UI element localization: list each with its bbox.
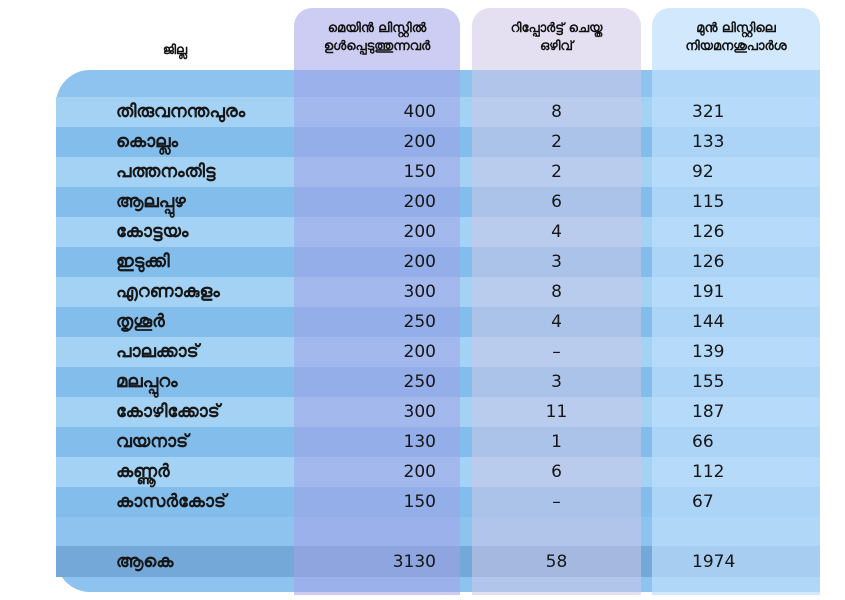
district-cell: കോഴിക്കോട് [116,401,220,422]
district-cell: കൊല്ലം [116,131,179,152]
main-list-cell: 250 [403,312,436,332]
reported-vacancy-column [472,8,641,595]
main-list-cell: 150 [403,492,436,512]
previous-list-cell: 155 [692,372,725,392]
total-label: ആകെ [116,551,174,572]
district-header: ജില്ല [162,43,188,58]
previous-list-cell: 112 [692,462,725,482]
previous-list-cell: 66 [692,432,714,452]
district-cell: തൃശൂർ [116,311,165,332]
total-reported-vacancy: 58 [545,552,568,572]
reported-vacancy-cell: 2 [551,162,562,182]
previous-list-cell: 126 [692,252,725,272]
main-list-cell: 300 [403,282,436,302]
district-cell: പത്തനംതിട്ട [116,161,216,182]
previous-list-cell: 191 [692,282,725,302]
previous-list-column [652,8,820,595]
district-cell: മലപ്പുറം [116,371,178,392]
previous-list-cell: 133 [692,132,725,152]
previous-list-cell: 187 [692,402,725,422]
main-list-header-line1: മെയിൻ ലിസ്റ്റിൽ [327,21,427,36]
reported-vacancy-cell: 11 [545,402,568,422]
reported-vacancy-cell: – [552,492,561,512]
main-list-cell: 130 [403,432,436,452]
main-list-cell: 200 [403,132,436,152]
reported-vacancy-cell: – [552,342,561,362]
main-list-cell: 200 [403,462,436,482]
district-cell: തിരുവനന്തപുരം [116,101,246,122]
reported-vacancy-cell: 4 [551,312,562,332]
previous-list-cell: 126 [692,222,725,242]
district-cell: കോട്ടയം [116,221,189,242]
district-cell: കണ്ണൂർ [116,461,170,482]
main-list-header: മെയിൻ ലിസ്റ്റിൽ ഉൾപ്പെടുത്തുന്നവർ [294,20,460,56]
district-cell: വയനാട് [116,431,189,452]
previous-list-cell: 115 [692,192,725,212]
district-cell: കാസർകോട് [116,491,227,512]
main-list-cell: 150 [403,162,436,182]
reported-vacancy-cell: 3 [551,252,562,272]
previous-list-cell: 139 [692,342,725,362]
reported-vacancy-cell: 4 [551,222,562,242]
main-list-cell: 250 [403,372,436,392]
main-list-header-line2: ഉൾപ്പെടുത്തുന്നവർ [323,39,431,54]
main-list-cell: 200 [403,342,436,362]
district-cell: പാലക്കാട് [116,341,199,362]
previous-list-cell: 144 [692,312,725,332]
previous-list-cell: 92 [692,162,714,182]
main-list-cell: 200 [403,192,436,212]
main-list-cell: 300 [403,402,436,422]
reported-vacancy-header: റിപ്പോർട്ട് ചെയ്ത ഒഴിവ് [472,20,641,56]
previous-list-header-line1: മുൻ ലിസ്റ്റിലെ [696,21,776,36]
reported-vacancy-cell: 2 [551,132,562,152]
reported-vacancy-cell: 8 [551,282,562,302]
main-list-column [294,8,460,595]
previous-list-cell: 67 [692,492,714,512]
previous-list-header-line2: നിയമനശുപാർശ [685,39,787,54]
previous-list-cell: 321 [692,102,725,122]
main-list-cell: 200 [403,222,436,242]
total-previous-list: 1974 [692,552,736,572]
reported-vacancy-header-line1: റിപ്പോർട്ട് ചെയ്ത [510,21,603,36]
reported-vacancy-cell: 1 [551,432,562,452]
district-cell: എറണാകുളം [116,281,220,302]
reported-vacancy-header-line2: ഒഴിവ് [539,39,574,54]
reported-vacancy-cell: 8 [551,102,562,122]
district-cell: ഇടുക്കി [116,251,170,272]
district-cell: ആലപ്പുഴ [116,191,186,212]
reported-vacancy-cell: 6 [551,192,562,212]
total-main-list: 3130 [392,552,436,572]
main-list-cell: 400 [403,102,436,122]
previous-list-header: മുൻ ലിസ്റ്റിലെ നിയമനശുപാർശ [652,20,820,56]
reported-vacancy-cell: 6 [551,462,562,482]
main-list-cell: 200 [403,252,436,272]
reported-vacancy-cell: 3 [551,372,562,392]
